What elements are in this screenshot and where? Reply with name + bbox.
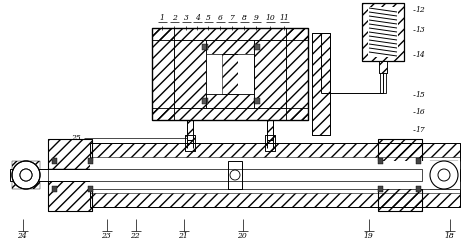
Text: 19: 19 [363, 232, 373, 240]
Bar [265, 143, 275, 151]
Bar [430, 161, 458, 189]
Bar [378, 139, 422, 211]
Bar [152, 28, 174, 120]
Text: 18: 18 [444, 232, 454, 240]
Bar [152, 28, 308, 40]
Bar [187, 120, 193, 140]
Bar [267, 120, 273, 140]
Bar [206, 54, 222, 94]
Text: 23: 23 [101, 232, 111, 240]
Text: 13: 13 [415, 26, 425, 34]
Bar [265, 135, 275, 143]
Bar [152, 28, 308, 120]
Bar [254, 44, 260, 50]
Bar [265, 135, 275, 143]
Circle shape [20, 169, 32, 181]
Bar [174, 40, 206, 108]
Bar [267, 120, 273, 140]
Bar [206, 94, 254, 108]
Bar [90, 169, 460, 181]
Bar [88, 158, 93, 164]
Text: 7: 7 [229, 14, 235, 22]
Bar [187, 120, 193, 140]
Bar [90, 193, 460, 207]
Text: 10: 10 [265, 14, 275, 22]
Bar [206, 40, 254, 54]
Bar [368, 7, 398, 57]
Bar [52, 158, 57, 164]
Text: 24: 24 [17, 232, 27, 240]
Text: 11: 11 [279, 14, 289, 22]
Circle shape [20, 169, 32, 181]
Bar [10, 169, 460, 181]
Bar [12, 161, 40, 189]
Bar [362, 3, 404, 61]
Text: 12: 12 [415, 6, 425, 14]
Text: 9: 9 [254, 14, 258, 22]
Text: 20: 20 [237, 232, 247, 240]
Bar [379, 61, 387, 73]
Bar [202, 44, 208, 50]
Text: 22: 22 [130, 232, 140, 240]
Bar [379, 61, 387, 73]
Bar [430, 161, 458, 189]
Circle shape [438, 169, 450, 181]
Bar [228, 161, 242, 189]
Text: 5: 5 [206, 14, 210, 22]
Bar [48, 169, 422, 181]
Text: 1: 1 [160, 14, 164, 22]
Circle shape [230, 170, 240, 180]
Bar [185, 143, 195, 151]
Bar [12, 161, 40, 189]
Bar [90, 161, 460, 189]
Bar [265, 143, 275, 151]
Text: 3: 3 [183, 14, 189, 22]
Text: 6: 6 [218, 14, 222, 22]
Bar [185, 143, 195, 151]
Bar [362, 3, 404, 61]
Circle shape [12, 161, 40, 189]
Text: 16: 16 [415, 108, 425, 116]
Text: 25: 25 [71, 134, 81, 142]
Text: 14: 14 [415, 51, 425, 59]
Bar [90, 143, 460, 207]
Bar [48, 139, 92, 211]
Bar [222, 54, 238, 94]
Bar [312, 33, 330, 135]
Bar [90, 161, 460, 189]
Bar [238, 54, 254, 94]
Text: 4: 4 [194, 14, 200, 22]
Bar [48, 169, 422, 181]
Text: 8: 8 [242, 14, 246, 22]
Text: 2: 2 [172, 14, 176, 22]
Text: 17: 17 [415, 126, 425, 134]
Bar [378, 186, 383, 192]
Bar [380, 73, 386, 93]
Bar [90, 143, 460, 157]
Bar [312, 33, 330, 135]
Text: 21: 21 [178, 232, 188, 240]
Bar [88, 186, 93, 192]
Bar [202, 98, 208, 104]
Text: 15: 15 [415, 91, 425, 99]
Bar [286, 28, 308, 120]
Bar [254, 98, 260, 104]
Bar [228, 161, 242, 189]
Bar [378, 139, 422, 211]
Bar [378, 158, 383, 164]
Bar [416, 186, 421, 192]
Bar [416, 158, 421, 164]
Bar [185, 135, 195, 143]
Bar [48, 139, 92, 211]
Bar [206, 54, 254, 94]
Bar [152, 108, 308, 120]
Bar [254, 40, 286, 108]
Bar [52, 186, 57, 192]
Bar [185, 135, 195, 143]
